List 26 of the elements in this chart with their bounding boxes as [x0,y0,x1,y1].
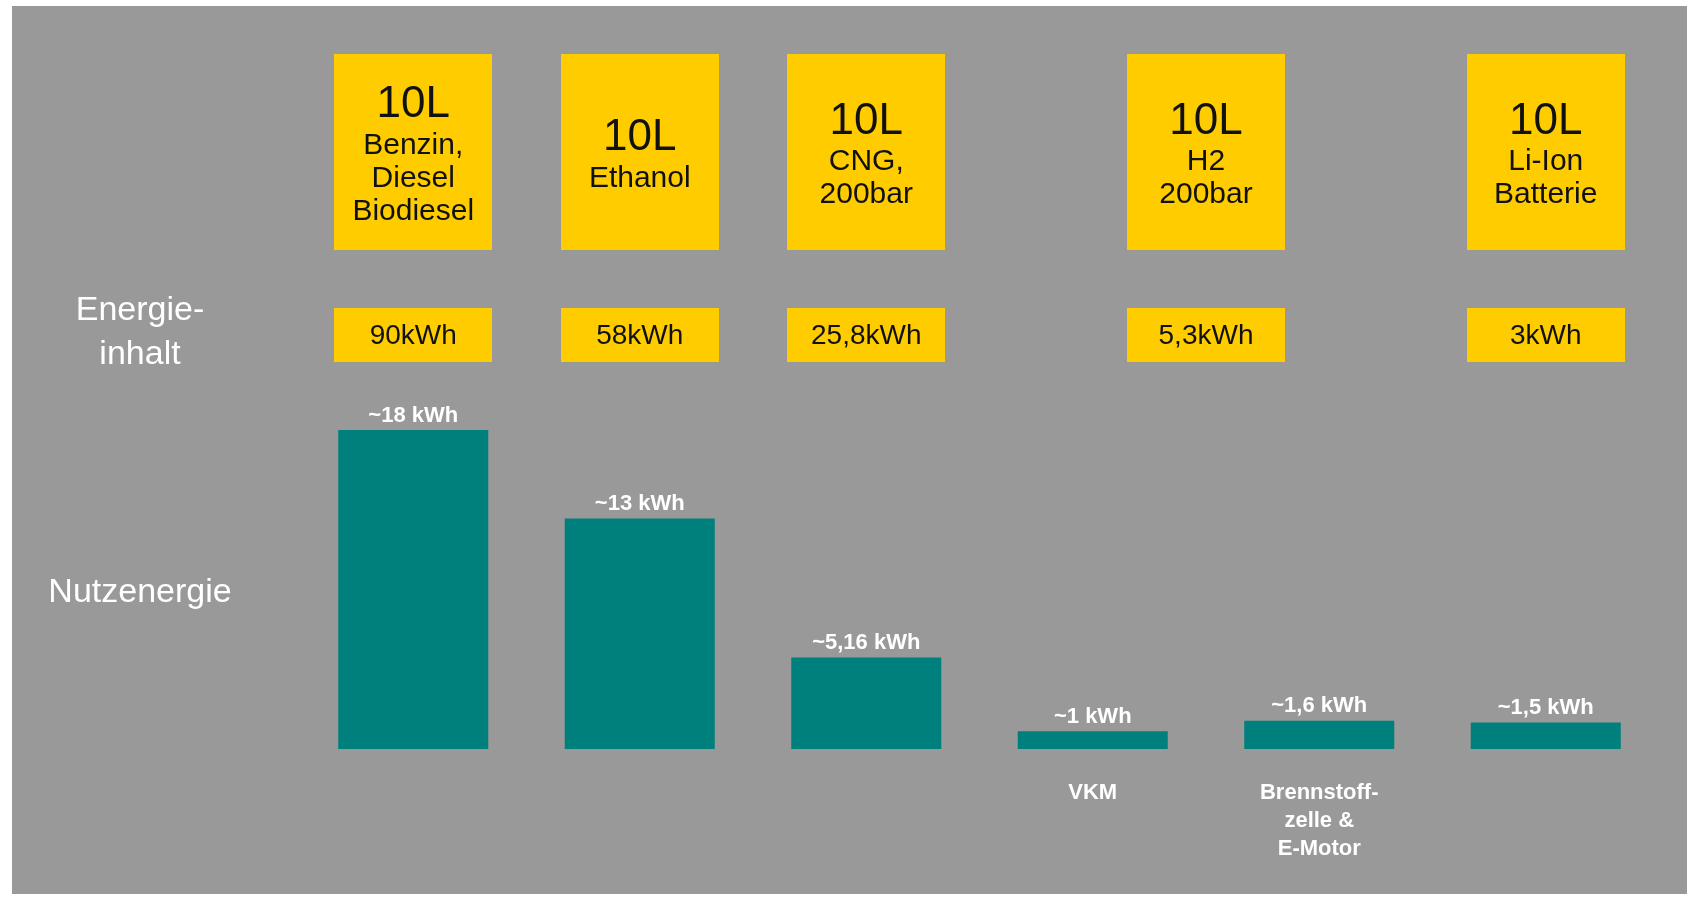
bar [1470,722,1621,749]
bar [1017,731,1168,749]
bar [791,657,942,749]
text: 58kWh [560,308,719,362]
x-tick-label: VKM [1068,778,1118,804]
data-label: ~1,5 kWh [1497,693,1594,719]
text: 3kWh [1466,308,1625,362]
bar [564,518,715,749]
text: 10L Benzin, Diesel Biodiesel [352,77,475,226]
text: 25,8kWh [787,308,946,362]
text: 90kWh [334,308,493,362]
x-tick-label: Brennstoff- zelle & E-Motor [1259,778,1379,860]
data-label: ~18 kWh [368,401,459,427]
data-label: ~1,6 kWh [1271,692,1368,718]
bar [338,430,489,749]
text: Energie- inhalt [75,287,205,373]
text: 10L H2 200bar [1159,93,1253,210]
text: 10L CNG, 200bar [819,93,913,210]
text: 5,3kWh [1127,308,1285,362]
text: 10L Ethanol [588,110,691,193]
text: Nutzenergie [48,569,232,611]
data-label: ~13 kWh [594,490,685,516]
data-label: ~1 kWh [1053,702,1132,728]
text: 10L Li-Ion Batterie [1494,93,1598,210]
bar [1244,720,1395,749]
data-label: ~5,16 kWh [812,629,921,655]
